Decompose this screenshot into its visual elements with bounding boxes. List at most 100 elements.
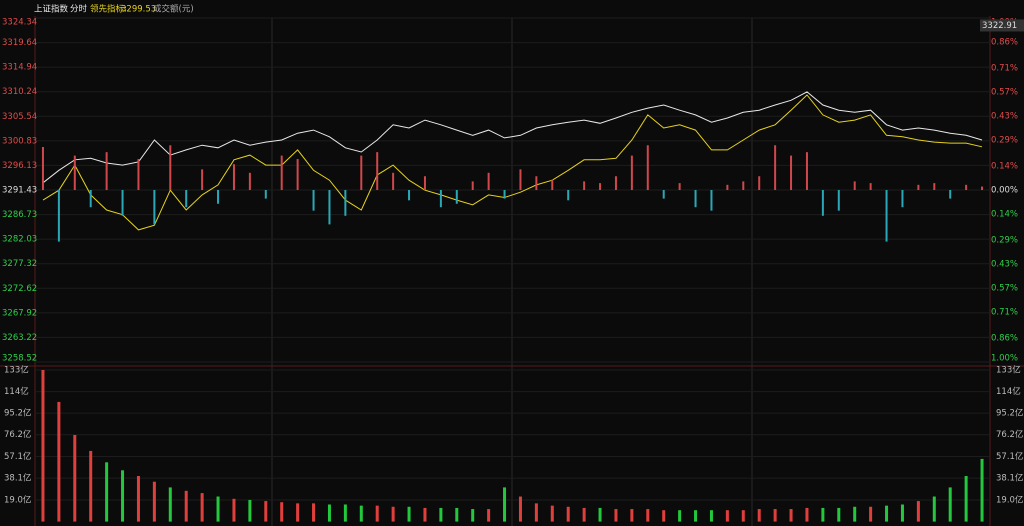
volume-bar [296, 503, 300, 522]
price-line [42, 94, 983, 231]
y-tick-label: 3267.92 [2, 308, 37, 318]
indicator-bar [423, 176, 426, 190]
volume-bar [694, 510, 698, 522]
volume-bar [439, 507, 443, 522]
y-tick-label: 3314.94 [2, 63, 37, 73]
volume-bar [248, 499, 252, 522]
y-tick-label: 114亿 [996, 386, 1021, 397]
volume-bar [709, 510, 713, 522]
indicator-bar [185, 190, 188, 208]
y2-tick-label: 0.43% [991, 259, 1018, 269]
y-tick-label: 3324.34 [2, 18, 37, 28]
cursor-box [980, 19, 1024, 32]
y2-tick-label: 0.57% [991, 284, 1018, 294]
indicator-bar [264, 190, 267, 199]
volume-bar [630, 509, 634, 522]
cursor-label: 3322.91 [982, 21, 1017, 31]
y-tick-label: 57.1亿 [996, 451, 1023, 462]
period[interactable]: 分时 [70, 4, 88, 15]
volume-bar [152, 481, 156, 522]
volume-bar [184, 490, 188, 522]
volume-bar [741, 510, 745, 522]
index-name[interactable]: 上证指数 [34, 4, 69, 15]
indicator-label: 领先指标: [90, 4, 127, 15]
indicator-bar [646, 145, 649, 190]
indicator-bar [280, 155, 283, 190]
volume-bar [455, 507, 459, 522]
volume-bar [343, 504, 347, 522]
volume-bar [916, 501, 920, 522]
indicator-bar [503, 190, 506, 199]
volume-bar [471, 509, 475, 522]
y-tick-label: 3310.24 [2, 87, 37, 97]
y-tick-label: 3305.54 [2, 112, 37, 122]
indicator-bar [758, 176, 761, 190]
volume-bar [327, 504, 331, 522]
y2-tick-label: 0.86% [991, 333, 1018, 343]
volume-bar [312, 503, 316, 522]
y2-tick-label: 0.14% [991, 161, 1018, 171]
volume-bar [932, 496, 936, 522]
volume-label: 成交额(元) [153, 4, 194, 15]
indicator-bar [949, 190, 952, 199]
y-tick-label: 133亿 [996, 365, 1021, 376]
volume-bar [678, 510, 682, 522]
volume-bar [89, 450, 93, 522]
indicator-bar [153, 190, 156, 225]
y-tick-label: 57.1亿 [4, 451, 31, 462]
indicator-bar [471, 181, 474, 190]
indicator-bar [630, 155, 633, 190]
indicator-bar [726, 184, 729, 190]
indicator-bar [232, 164, 235, 190]
volume-bar [121, 470, 125, 522]
indicator-bar [790, 155, 793, 190]
y-tick-label: 38.1亿 [4, 473, 31, 484]
volume-bar [598, 507, 602, 522]
indicator-bar [328, 190, 331, 225]
indicator-bar [201, 169, 204, 190]
volume-bar [725, 510, 729, 522]
y2-tick-label: 0.86% [991, 38, 1018, 48]
indicator-bar [805, 152, 808, 190]
y-tick-label: 76.2亿 [996, 429, 1023, 440]
y2-tick-label: 0.14% [991, 210, 1018, 220]
volume-bar [216, 496, 220, 522]
indicator-bar [837, 190, 840, 211]
y2-tick-label: 0.71% [991, 308, 1018, 318]
volume-bar [503, 487, 507, 522]
y-tick-label: 3319.64 [2, 38, 37, 48]
volume-bar [407, 506, 411, 522]
volume-bar [264, 501, 268, 522]
indicator-bar [694, 190, 697, 208]
indicator-bar [519, 169, 522, 190]
indicator-bar [710, 190, 713, 211]
y-tick-label: 19.0亿 [996, 494, 1023, 505]
indicator-bar [73, 155, 76, 190]
y-tick-label: 38.1亿 [996, 473, 1023, 484]
volume-bar [391, 506, 395, 522]
indicator-bar [917, 184, 920, 190]
indicator-bar [662, 190, 665, 199]
y2-tick-label: 0.57% [991, 87, 1018, 97]
indicator-bar [57, 190, 60, 242]
volume-bar [566, 506, 570, 522]
indicator-value: 3299.53 [121, 5, 156, 15]
y2-tick-label: 0.29% [991, 235, 1018, 245]
y-tick-label: 3282.03 [2, 235, 37, 245]
indicator-bar [89, 190, 92, 208]
volume-bar [980, 458, 984, 522]
volume-bar [550, 505, 554, 522]
volume-bar [614, 509, 618, 522]
y-tick-label: 133亿 [4, 365, 29, 376]
volume-bar [837, 507, 841, 522]
y-tick-label: 3272.62 [2, 284, 37, 294]
volume-bar [948, 487, 952, 522]
indicator-bar [742, 181, 745, 190]
indicator-bar [678, 183, 681, 190]
y-tick-label: 3286.73 [2, 210, 37, 220]
y-tick-label: 3300.83 [2, 136, 37, 146]
indicator-bar [248, 172, 251, 190]
y-tick-label: 95.2亿 [996, 408, 1023, 419]
y2-tick-label: 0.43% [991, 112, 1018, 122]
